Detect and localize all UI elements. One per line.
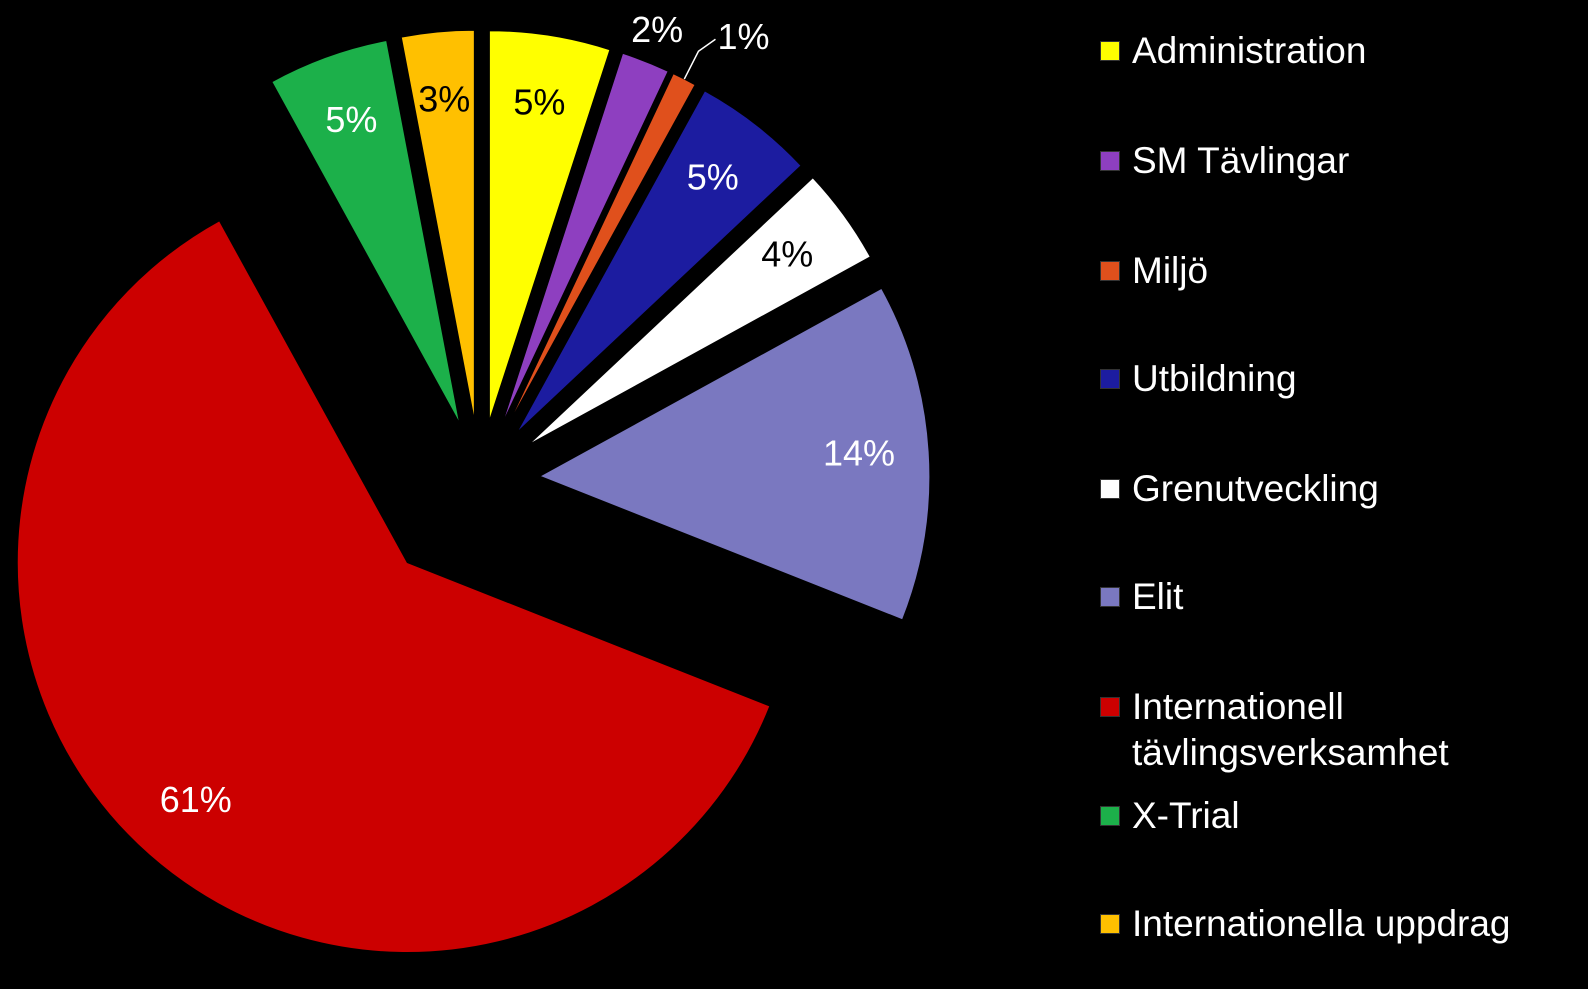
legend-item: Grenutveckling bbox=[1100, 466, 1570, 512]
legend-label: X-Trial bbox=[1132, 795, 1240, 836]
data-label: 5% bbox=[687, 156, 739, 197]
pie-slice bbox=[501, 52, 669, 425]
legend-swatch bbox=[1100, 479, 1120, 499]
data-label: 14% bbox=[823, 433, 895, 474]
legend-swatch bbox=[1100, 806, 1120, 826]
legend-label: Internationell tävlingsverksamhet bbox=[1132, 686, 1449, 773]
data-label: 4% bbox=[761, 233, 813, 274]
pie-slice bbox=[528, 177, 871, 446]
pie-slice bbox=[16, 220, 771, 953]
legend-label: SM Tävlingar bbox=[1132, 140, 1350, 181]
legend-label: Internationella uppdrag bbox=[1132, 903, 1511, 944]
data-label: 5% bbox=[513, 81, 565, 122]
legend-label: Miljö bbox=[1132, 250, 1209, 291]
pie-slice bbox=[488, 30, 611, 421]
legend-swatch bbox=[1100, 587, 1120, 607]
data-label: 61% bbox=[160, 779, 232, 820]
legend-item: Internationella uppdrag bbox=[1100, 901, 1570, 947]
pie-slice bbox=[516, 90, 802, 433]
data-label: 1% bbox=[717, 16, 769, 57]
legend-item: Miljö bbox=[1100, 248, 1570, 294]
pie-slice bbox=[400, 29, 475, 421]
data-label: 5% bbox=[325, 99, 377, 140]
legend-swatch bbox=[1100, 41, 1120, 61]
pie-chart: 5% 2% 1% 5% 4% 14% 61% 5% 3% bbox=[16, 9, 931, 953]
legend-item: Internationell tävlingsverksamhet bbox=[1100, 684, 1570, 776]
data-label: 2% bbox=[631, 9, 683, 50]
legend-label: Grenutveckling bbox=[1132, 468, 1379, 509]
pie-slice bbox=[271, 39, 461, 424]
legend-swatch bbox=[1100, 369, 1120, 389]
legend-swatch bbox=[1100, 697, 1120, 717]
pie-slice bbox=[538, 287, 931, 621]
legend-swatch bbox=[1100, 261, 1120, 281]
pie-slice bbox=[506, 72, 696, 427]
legend-item: Elit bbox=[1100, 574, 1570, 620]
legend-item: SM Tävlingar bbox=[1100, 138, 1570, 184]
legend-swatch bbox=[1100, 151, 1120, 171]
legend-label: Elit bbox=[1132, 576, 1184, 617]
legend-item: Utbildning bbox=[1100, 356, 1570, 402]
legend-label: Administration bbox=[1132, 30, 1367, 71]
legend-label: Utbildning bbox=[1132, 358, 1297, 399]
legend-item: X-Trial bbox=[1100, 793, 1570, 839]
leader-line bbox=[683, 38, 716, 80]
legend-swatch bbox=[1100, 914, 1120, 934]
data-label: 3% bbox=[418, 78, 470, 119]
legend-item: Administration bbox=[1100, 28, 1570, 74]
